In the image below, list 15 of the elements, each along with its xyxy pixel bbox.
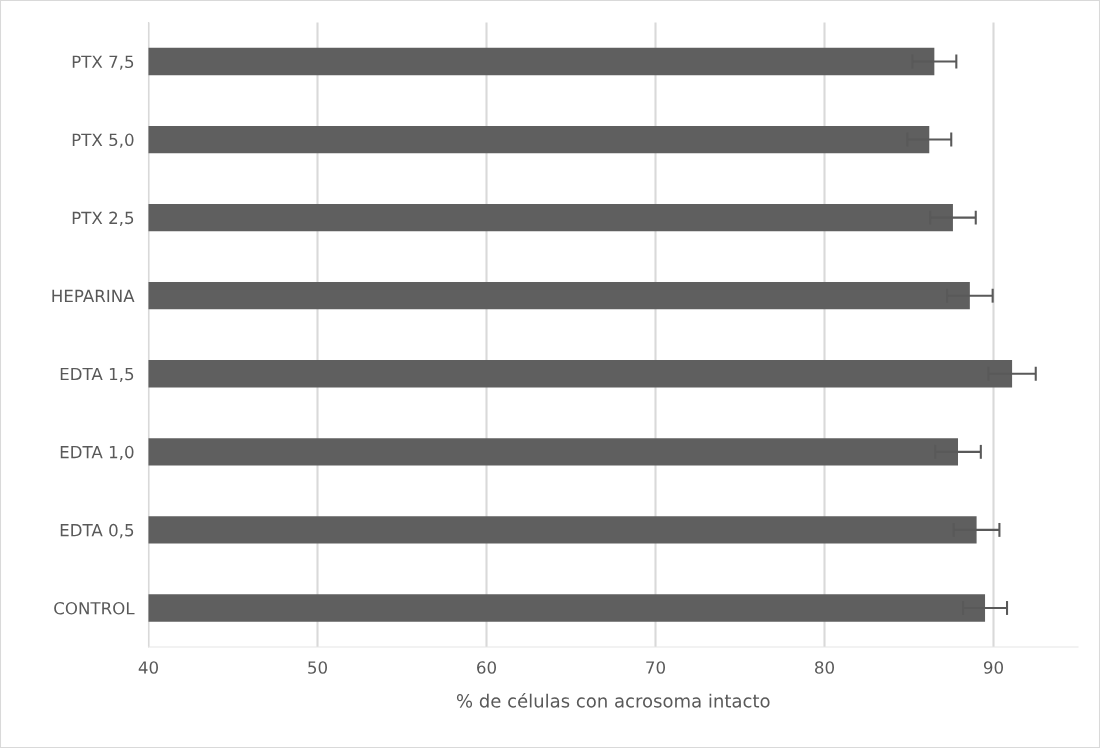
y-tick-label: PTX 2,5 <box>72 211 134 226</box>
y-tick-label: EDTA 0,5 <box>60 523 134 539</box>
x-axis-title: % de células con acrosoma intacto <box>456 692 770 708</box>
y-tick-label: PTX 5,0 <box>72 133 134 148</box>
x-tick-label: 80 <box>815 661 834 674</box>
x-tick-label: 90 <box>983 661 1003 674</box>
y-tick-label: PTX 7,5 <box>72 55 134 70</box>
x-tick-label: 70 <box>646 661 665 674</box>
y-tick-label: CONTROL <box>54 601 135 615</box>
x-tick-label: 40 <box>138 661 158 674</box>
x-tick-label: 60 <box>477 661 496 674</box>
x-tick-label: 50 <box>308 661 327 674</box>
y-tick-label: EDTA 1,0 <box>60 445 134 461</box>
y-tick-label: HEPARINA <box>52 289 135 303</box>
y-tick-label: EDTA 1,5 <box>60 367 134 383</box>
